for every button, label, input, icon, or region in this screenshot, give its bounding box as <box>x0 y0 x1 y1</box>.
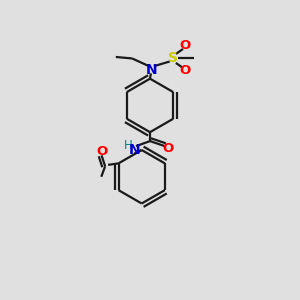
Text: N: N <box>146 63 157 77</box>
Text: O: O <box>180 64 191 77</box>
Text: O: O <box>162 142 173 155</box>
Text: N: N <box>129 143 140 157</box>
Text: S: S <box>168 52 178 65</box>
Text: O: O <box>96 145 107 158</box>
Text: H: H <box>124 139 132 152</box>
Text: O: O <box>180 40 191 52</box>
